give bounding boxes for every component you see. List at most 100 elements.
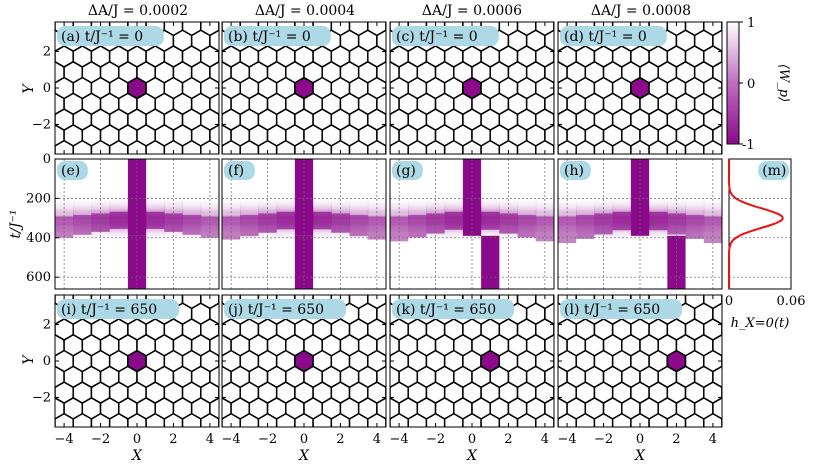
x-tick-label: −4 (222, 432, 241, 447)
plaquette (695, 0, 713, 20)
heat-band (91, 213, 110, 232)
heat-cell (164, 233, 184, 236)
heat-cell (481, 205, 500, 208)
heat-cell (73, 203, 92, 205)
heat-cell (444, 232, 464, 235)
panel-label-box (560, 299, 682, 319)
heat-cell (240, 206, 259, 209)
plaquette (37, 0, 55, 4)
heat-cell (390, 209, 409, 211)
heat-cell (91, 204, 111, 206)
plaquette (731, 398, 749, 419)
heat-cell (182, 213, 202, 216)
panel-label: (d) t/J⁻¹ = 0 (564, 29, 647, 45)
x-tick-label: 4 (709, 432, 717, 447)
heat-band (109, 211, 128, 229)
heat-cell (499, 204, 519, 206)
panel-frame (54, 158, 220, 290)
heat-cell (612, 205, 632, 208)
plaquette (213, 0, 231, 20)
heat-cell (146, 233, 165, 236)
plaquette (740, 445, 758, 466)
plaquette (508, 156, 526, 177)
plaquette (604, 156, 622, 177)
plaquette (536, 445, 554, 466)
panel-label: (b) t/J⁻¹ = 0 (228, 29, 311, 45)
plaquette (390, 256, 408, 277)
heat-cell (91, 233, 111, 236)
heat-cell (349, 210, 369, 212)
plaquette (540, 0, 558, 4)
heat-cell (258, 205, 278, 208)
heat-cell (685, 206, 705, 209)
lattice (390, 22, 554, 177)
panel-label: (e) (61, 163, 80, 179)
heat-cell (558, 212, 577, 215)
heat-cell (612, 230, 632, 232)
plaquette (395, 0, 413, 20)
heat-cell (349, 213, 369, 216)
heat-cell (109, 231, 129, 234)
x-tick-label: 2 (336, 432, 344, 447)
panel-label: (f) (228, 163, 244, 179)
heat-cell (146, 203, 165, 205)
heat-cell (408, 209, 427, 211)
heat-cell (499, 201, 519, 204)
x-tick-label: −4 (390, 432, 409, 447)
heat-cell (182, 207, 202, 210)
heat-cell (535, 213, 555, 216)
heat-cell (481, 207, 500, 210)
plaquette (426, 445, 444, 466)
panel-label-box (57, 26, 164, 46)
heat-cell (481, 232, 500, 235)
heat-cell (222, 213, 241, 216)
heat-cell (331, 233, 351, 236)
plaquette (558, 445, 576, 466)
plaquette (219, 0, 237, 4)
heat-cell (276, 231, 296, 234)
heat-cell (222, 205, 241, 208)
top-panel-1: (b) t/J⁻¹ = 0 (213, 0, 422, 155)
plaquette (404, 0, 422, 4)
heat-cell (612, 206, 632, 209)
middle-row-ylabel: t/J⁻¹ (8, 210, 24, 239)
heat-cell (390, 212, 409, 215)
heat-band (558, 216, 577, 244)
bottom-panel-1: (j) t/J⁻¹ = 650 (221, 256, 387, 466)
plaquette (703, 22, 722, 37)
heat-cell (408, 239, 427, 241)
plaquette (376, 365, 386, 389)
heat-cell (576, 212, 595, 215)
plaquette (146, 256, 164, 277)
plaquette (684, 295, 705, 310)
plaquette (731, 429, 749, 450)
plaquette (331, 445, 349, 466)
heat-cell (109, 210, 129, 212)
plaquette (712, 333, 722, 357)
plaquette (192, 0, 210, 20)
plaquette (749, 30, 767, 51)
heat-band (240, 214, 259, 237)
panel-label-box (392, 26, 499, 46)
heat-cell (55, 205, 74, 208)
heat-cell (164, 205, 184, 208)
plaquette (181, 295, 202, 310)
plaquette (536, 256, 554, 277)
heat-cell (390, 205, 409, 208)
plaquette (91, 256, 109, 277)
heat-cell (685, 205, 705, 208)
panel-label: (k) t/J⁻¹ = 650 (396, 302, 496, 318)
plaquette (386, 0, 404, 4)
heat-cell (703, 204, 723, 206)
plaquette (164, 445, 182, 466)
x-tick-label: 2 (169, 432, 177, 447)
heat-cell (313, 205, 332, 208)
heat-cell (240, 203, 259, 205)
plaquette (277, 445, 295, 466)
heat-cell (408, 205, 427, 208)
plaquette (368, 256, 386, 277)
colorbar-tick-1: 1 (747, 16, 755, 31)
trace-initial (630, 159, 650, 236)
plaquette (201, 445, 219, 466)
lattice (540, 0, 767, 177)
